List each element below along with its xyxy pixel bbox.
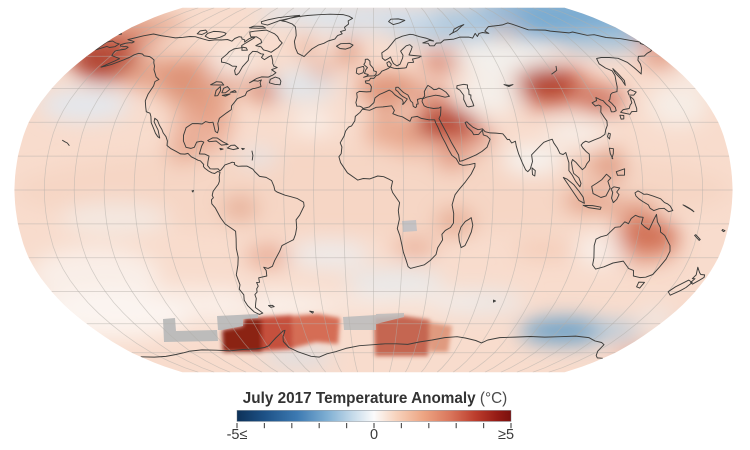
- svg-text:≥5: ≥5: [498, 427, 514, 443]
- svg-text:-5≤: -5≤: [227, 427, 248, 443]
- svg-text:July 2017 Temperature Anomaly: July 2017 Temperature Anomaly (°C): [243, 390, 508, 407]
- svg-text:0: 0: [370, 427, 378, 443]
